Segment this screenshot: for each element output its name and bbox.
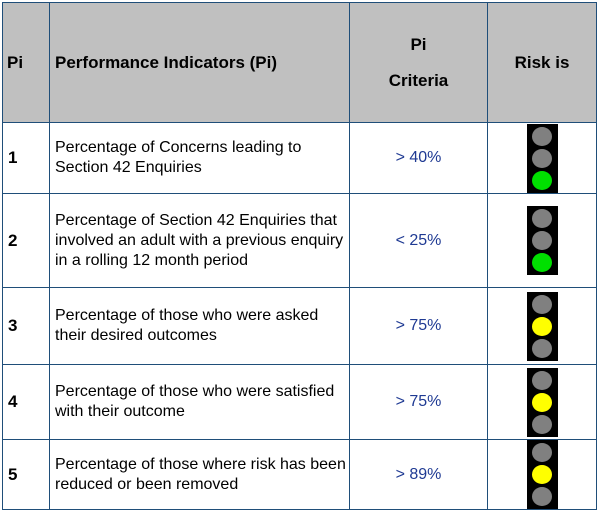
table-row: 5 Percentage of those where risk has bee… bbox=[2, 439, 597, 510]
row-number: 4 bbox=[2, 364, 50, 440]
row-criteria: < 25% bbox=[349, 193, 488, 288]
traffic-lamp-top bbox=[531, 294, 552, 314]
traffic-lamp-top bbox=[531, 126, 552, 146]
row-indicator: Percentage of those who were satisfied w… bbox=[49, 364, 350, 440]
row-number: 2 bbox=[2, 193, 50, 288]
row-number: 1 bbox=[2, 122, 50, 194]
header-pi: Pi bbox=[2, 2, 50, 123]
header-row: Pi Performance Indicators (Pi) Pi Criter… bbox=[2, 2, 597, 123]
header-indicators: Performance Indicators (Pi) bbox=[49, 2, 350, 123]
row-indicator: Percentage of those who were asked their… bbox=[49, 287, 350, 365]
traffic-light-icon bbox=[526, 291, 558, 361]
row-number: 5 bbox=[2, 439, 50, 510]
traffic-lamp-top bbox=[531, 443, 552, 462]
traffic-lamp-bottom bbox=[531, 253, 552, 272]
traffic-lamp-middle bbox=[531, 316, 552, 336]
traffic-light-icon bbox=[526, 123, 558, 193]
traffic-lamp-middle bbox=[531, 231, 552, 250]
traffic-lamp-bottom bbox=[531, 338, 552, 358]
row-indicator: Percentage of Concerns leading to Sectio… bbox=[49, 122, 350, 194]
table-row: 4 Percentage of those who were satisfied… bbox=[2, 364, 597, 440]
row-indicator: Percentage of Section 42 Enquiries that … bbox=[49, 193, 350, 288]
row-indicator: Percentage of those where risk has been … bbox=[49, 439, 350, 510]
header-risk: Risk is bbox=[487, 2, 597, 123]
traffic-lamp-bottom bbox=[531, 414, 552, 434]
traffic-lamp-middle bbox=[531, 148, 552, 168]
header-criteria-line1: Pi bbox=[410, 34, 427, 54]
traffic-light-icon bbox=[526, 367, 558, 437]
header-criteria-line2: Criteria bbox=[388, 70, 449, 90]
traffic-lamp-top bbox=[531, 209, 552, 228]
row-criteria: > 75% bbox=[349, 287, 488, 365]
row-criteria: > 75% bbox=[349, 364, 488, 440]
traffic-light-icon bbox=[526, 440, 558, 509]
table-row: 2 Percentage of Section 42 Enquiries tha… bbox=[2, 193, 597, 288]
table-row: 3 Percentage of those who were asked the… bbox=[2, 287, 597, 365]
traffic-lamp-bottom bbox=[531, 170, 552, 190]
traffic-lamp-bottom bbox=[531, 487, 552, 506]
row-criteria: > 89% bbox=[349, 439, 488, 510]
traffic-lamp-middle bbox=[531, 392, 552, 412]
table-row: 1 Percentage of Concerns leading to Sect… bbox=[2, 122, 597, 194]
header-criteria: Pi Criteria bbox=[349, 2, 488, 123]
traffic-light-icon bbox=[526, 206, 558, 275]
row-criteria: > 40% bbox=[349, 122, 488, 194]
traffic-lamp-middle bbox=[531, 465, 552, 484]
traffic-lamp-top bbox=[531, 370, 552, 390]
row-number: 3 bbox=[2, 287, 50, 365]
